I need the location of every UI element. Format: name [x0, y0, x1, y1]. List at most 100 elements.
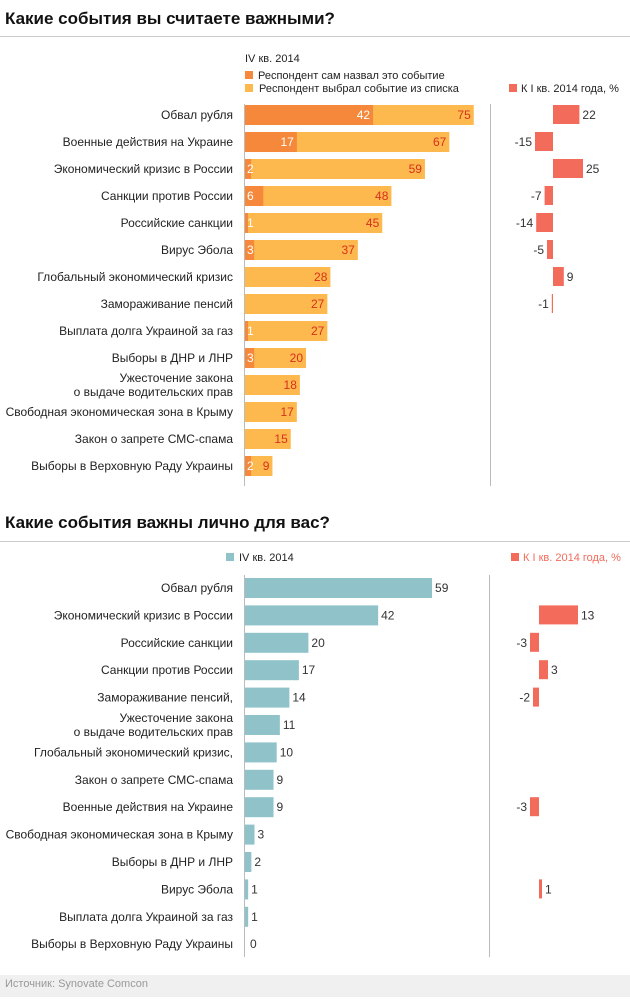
value-label-change: -5 — [533, 243, 544, 257]
value-label-chosen: 27 — [311, 297, 325, 311]
category-label: Выплата долга Украиной за газ — [59, 910, 233, 924]
value-label-chosen: 27 — [311, 324, 325, 338]
category-label: Глобальный экономический кризис, — [34, 745, 233, 759]
bar-chosen — [245, 267, 331, 287]
value-label-own: 3 — [247, 243, 254, 257]
value-label-chosen: 75 — [457, 108, 471, 122]
category-label: Ужесточение закона — [120, 371, 234, 385]
value-label-change: -3 — [516, 636, 527, 650]
category-label: Свободная экономическая зона в Крыму — [6, 828, 233, 842]
legend-swatch-own — [245, 71, 253, 79]
bar-change — [553, 159, 583, 178]
category-label: Замораживание пенсий, — [97, 691, 233, 705]
value-label-main: 0 — [250, 937, 257, 951]
bar-chosen — [245, 456, 273, 476]
category-label: Российские санкции — [121, 636, 233, 650]
category-label: о выдаче водительских прав — [74, 385, 233, 399]
value-label-change: -2 — [519, 691, 530, 705]
value-label-own: 6 — [247, 189, 254, 203]
value-label-main: 42 — [381, 608, 395, 622]
bar-own — [245, 348, 255, 368]
value-label-change: -3 — [516, 800, 527, 814]
category-label: Закон о запрете СМС-спама — [75, 432, 234, 446]
category-label: о выдаче водительских прав — [74, 725, 233, 739]
value-label-chosen: 15 — [274, 432, 288, 446]
value-label-change: -15 — [515, 135, 533, 149]
chart-title: Какие события вы считаете важными? — [5, 9, 335, 28]
bar-change — [533, 687, 539, 707]
value-label-main: 2 — [254, 855, 261, 869]
bar-main — [245, 687, 290, 708]
category-label: Санкции против России — [101, 189, 233, 203]
value-label-main: 59 — [435, 581, 449, 595]
chart-title: Какие события важны лично для вас? — [5, 513, 330, 532]
value-label-own: 1 — [247, 324, 254, 338]
category-label: Выплата долга Украиной за газ — [59, 324, 233, 338]
value-label-chosen: 20 — [290, 351, 304, 365]
bar-chosen — [245, 240, 358, 260]
category-label: Военные действия на Украине — [63, 800, 234, 814]
bar-main — [245, 906, 249, 927]
category-label: Вирус Эбола — [161, 243, 233, 257]
value-label-change: 3 — [551, 663, 558, 677]
bar-change — [536, 213, 553, 232]
value-label-own: 42 — [357, 108, 371, 122]
value-label-change: 22 — [582, 108, 596, 122]
bar-main — [245, 797, 274, 818]
legend-change-label: К I кв. 2014 года, % — [523, 552, 621, 564]
value-label-main: 1 — [251, 910, 258, 924]
bar-main — [245, 852, 252, 872]
value-label-change: -14 — [516, 216, 534, 230]
chart-important-events: Какие события вы считаете важными? IV кв.… — [0, 9, 630, 486]
bar-change — [539, 605, 578, 625]
category-label: Глобальный экономический кризис — [37, 270, 233, 284]
bar-change — [553, 267, 564, 286]
bar-change — [544, 186, 553, 205]
value-label-main: 20 — [311, 636, 325, 650]
bar-main — [245, 824, 255, 845]
source-text: Источник: Synovate Comcon — [5, 978, 148, 990]
value-label-main: 1 — [251, 882, 258, 896]
value-label-chosen: 18 — [284, 378, 298, 392]
bar-change — [551, 294, 553, 313]
value-label-chosen: 17 — [280, 405, 294, 419]
bar-main — [245, 715, 280, 735]
legend-chosen-label: Респондент выбрал событие из списка — [259, 83, 460, 95]
category-label: Санкции против России — [101, 663, 233, 677]
bar-own — [245, 132, 297, 152]
value-label-chosen: 67 — [433, 135, 447, 149]
value-label-own: 2 — [247, 162, 254, 176]
bar-change — [535, 132, 553, 151]
bar-chosen — [245, 186, 392, 206]
bar-main — [245, 632, 309, 653]
bar-change — [547, 240, 553, 259]
value-label-main: 17 — [302, 663, 316, 677]
value-label-chosen: 59 — [409, 162, 423, 176]
bar-change — [539, 660, 548, 680]
legend-swatch-change — [509, 84, 517, 92]
bar-main — [245, 660, 299, 681]
chart-personally-important-events: Какие события важны лично для вас? IV кв.… — [0, 513, 630, 957]
bar-own — [245, 186, 264, 206]
value-label-change: 13 — [581, 608, 595, 622]
bar-change — [553, 105, 580, 124]
value-label-main: 11 — [283, 718, 296, 732]
bar-main — [245, 742, 277, 763]
category-label: Выборы в Верховную Раду Украины — [31, 459, 233, 473]
bar-own — [245, 456, 252, 476]
category-label: Выборы в Верховную Раду Украины — [31, 937, 233, 951]
legend-swatch-main — [226, 553, 234, 561]
value-label-change: -1 — [538, 297, 549, 311]
value-label-own: 3 — [247, 351, 254, 365]
bar-own — [245, 213, 249, 233]
value-label-change: -7 — [531, 189, 542, 203]
value-label-own: 1 — [247, 216, 254, 230]
value-label-chosen: 28 — [314, 270, 328, 284]
value-label-change: 25 — [586, 162, 600, 176]
bar-own — [245, 105, 374, 125]
bar-main — [245, 605, 379, 626]
category-label: Выборы в ДНР и ЛНР — [112, 351, 233, 365]
value-label-main: 10 — [280, 745, 294, 759]
legend-swatch-change — [511, 553, 519, 561]
value-label-change: 1 — [545, 882, 552, 896]
